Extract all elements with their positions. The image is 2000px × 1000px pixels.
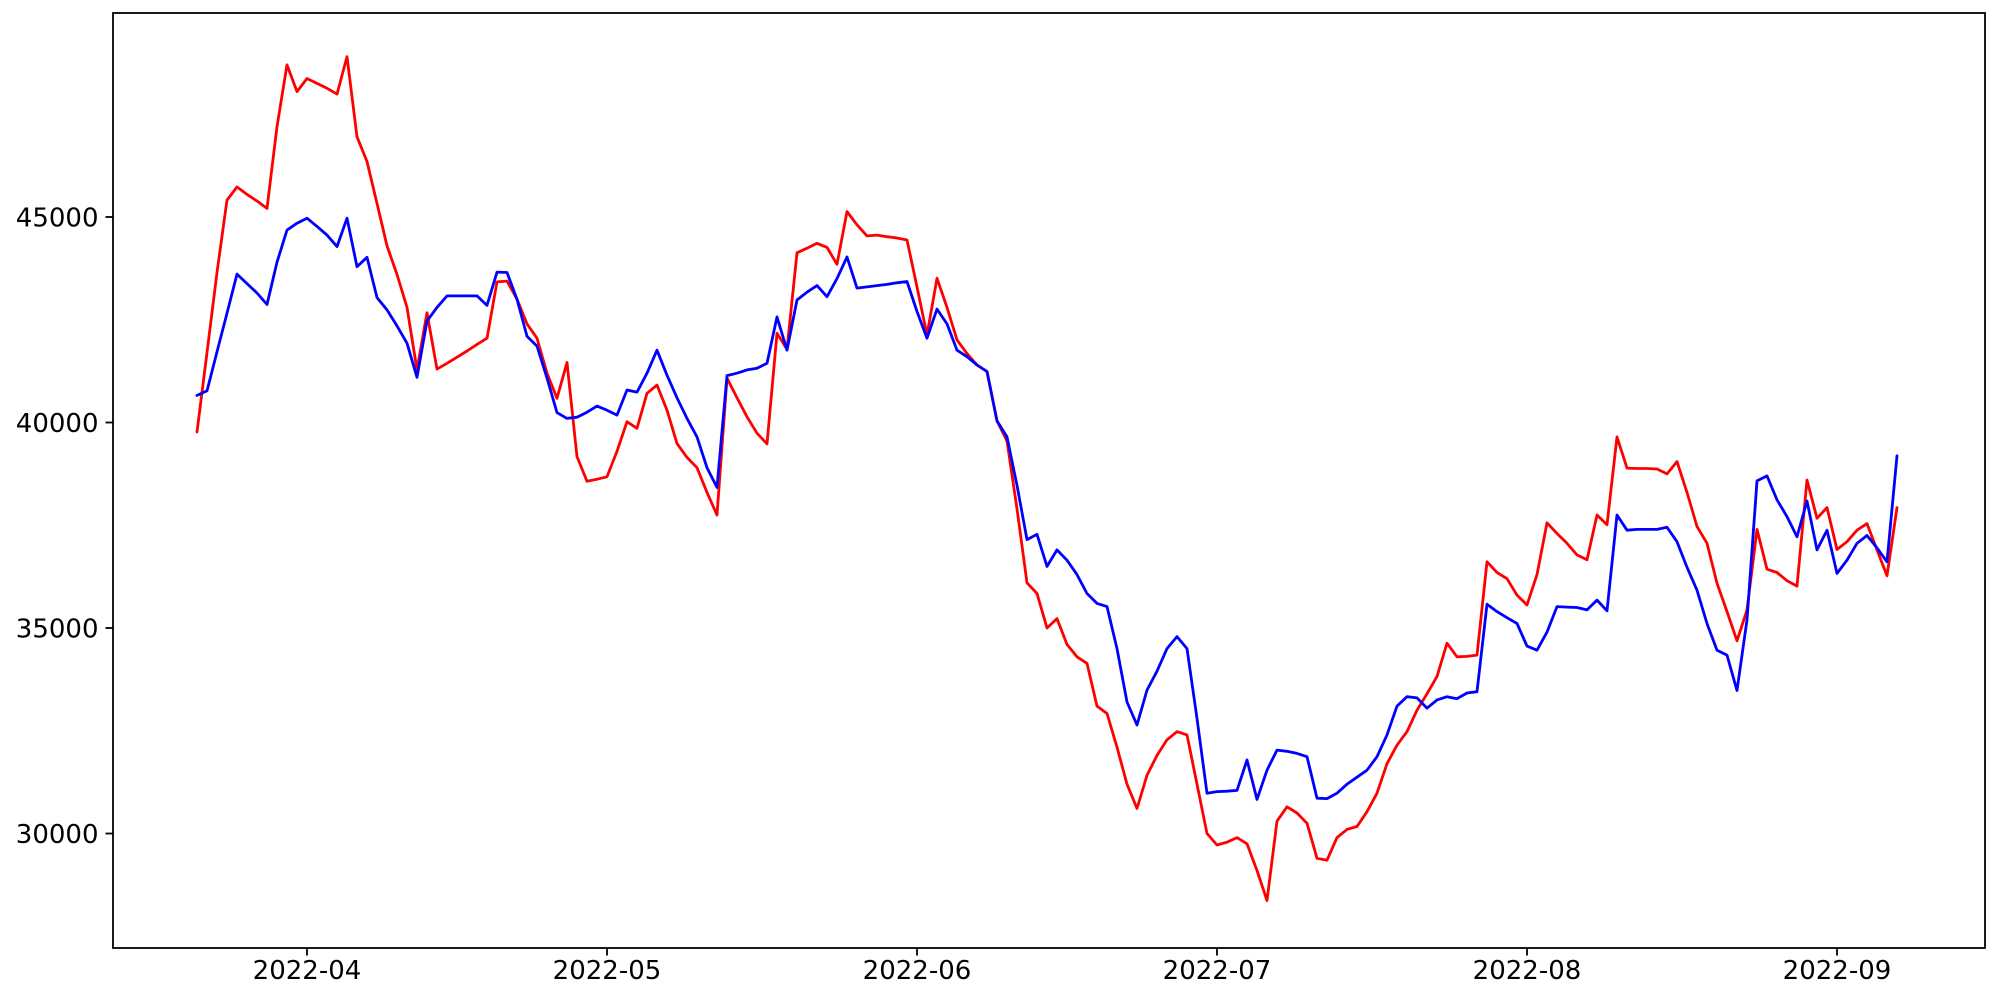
x-tick-label: 2022-08 [1473, 956, 1582, 986]
y-tick-label: 40000 [16, 409, 99, 439]
x-tick-label: 2022-07 [1163, 956, 1272, 986]
y-tick-label: 30000 [16, 820, 99, 850]
x-tick-label: 2022-09 [1783, 956, 1892, 986]
y-tick-label: 35000 [16, 614, 99, 644]
series-blue-line [195, 216, 1899, 801]
x-tick-label: 2022-04 [253, 956, 362, 986]
x-tick-label: 2022-06 [863, 956, 972, 986]
y-tick-label: 45000 [16, 203, 99, 233]
series-red-line [195, 55, 1899, 902]
plot-border [112, 12, 1986, 949]
x-tick-label: 2022-05 [553, 956, 662, 986]
